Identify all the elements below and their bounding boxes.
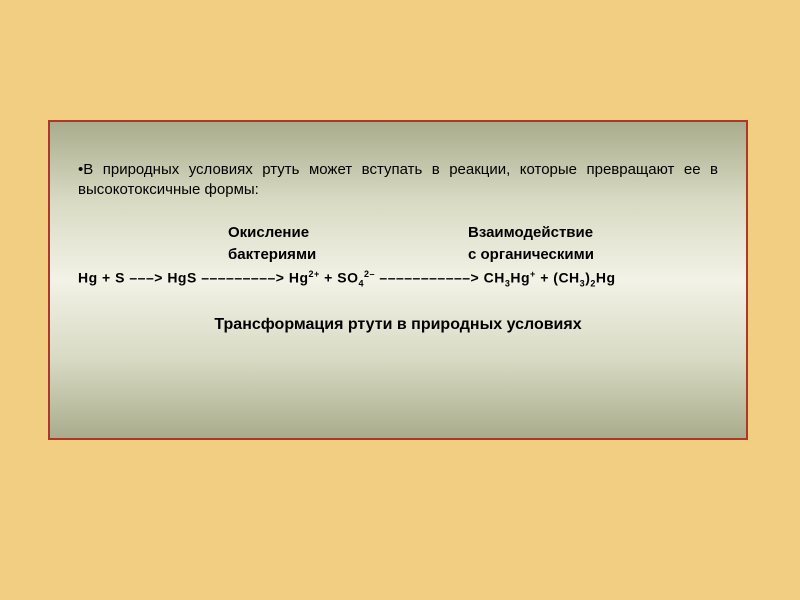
reaction-equation: Hg + S –––> HgS –––––––––> Hg2+ + SO42– … [78,269,718,288]
hgs: HgS [167,270,197,286]
intro-paragraph: •В природных условиях ртуть может вступа… [78,160,718,201]
interaction-label-2: с органическими [458,245,718,265]
arrow: –––> [125,270,167,286]
sup: 2– [364,269,375,279]
oxidation-label-1: Окисление [78,223,458,243]
arrow: –––––––––––> [375,270,484,286]
intro-text: В природных условиях ртуть может вступат… [78,161,718,198]
content-panel: •В природных условиях ртуть может вступа… [48,120,748,440]
reaction-labels-row-2: бактериями с органическими [78,245,718,265]
arrow: –––––––––> [197,270,289,286]
plus-paren: + ( [536,270,559,286]
s: S [115,270,125,286]
ch3: CH [558,270,579,286]
sup: 2+ [309,269,320,279]
interaction-label-1: Взаимодействие [458,223,718,243]
reaction-labels-row-1: Окисление Взаимодействие [78,223,718,243]
hg: Hg [78,270,98,286]
so4: SO [337,270,358,286]
oxidation-label-2: бактериями [78,245,458,265]
sub: 4 [358,278,364,288]
hg2: Hg [289,270,309,286]
plus: + [98,270,115,286]
hg: Hg [596,270,616,286]
ch3: CH [484,270,505,286]
figure-caption: Трансформация ртути в природных условиях [78,316,718,334]
hg: Hg [510,270,530,286]
plus: + [320,270,337,286]
